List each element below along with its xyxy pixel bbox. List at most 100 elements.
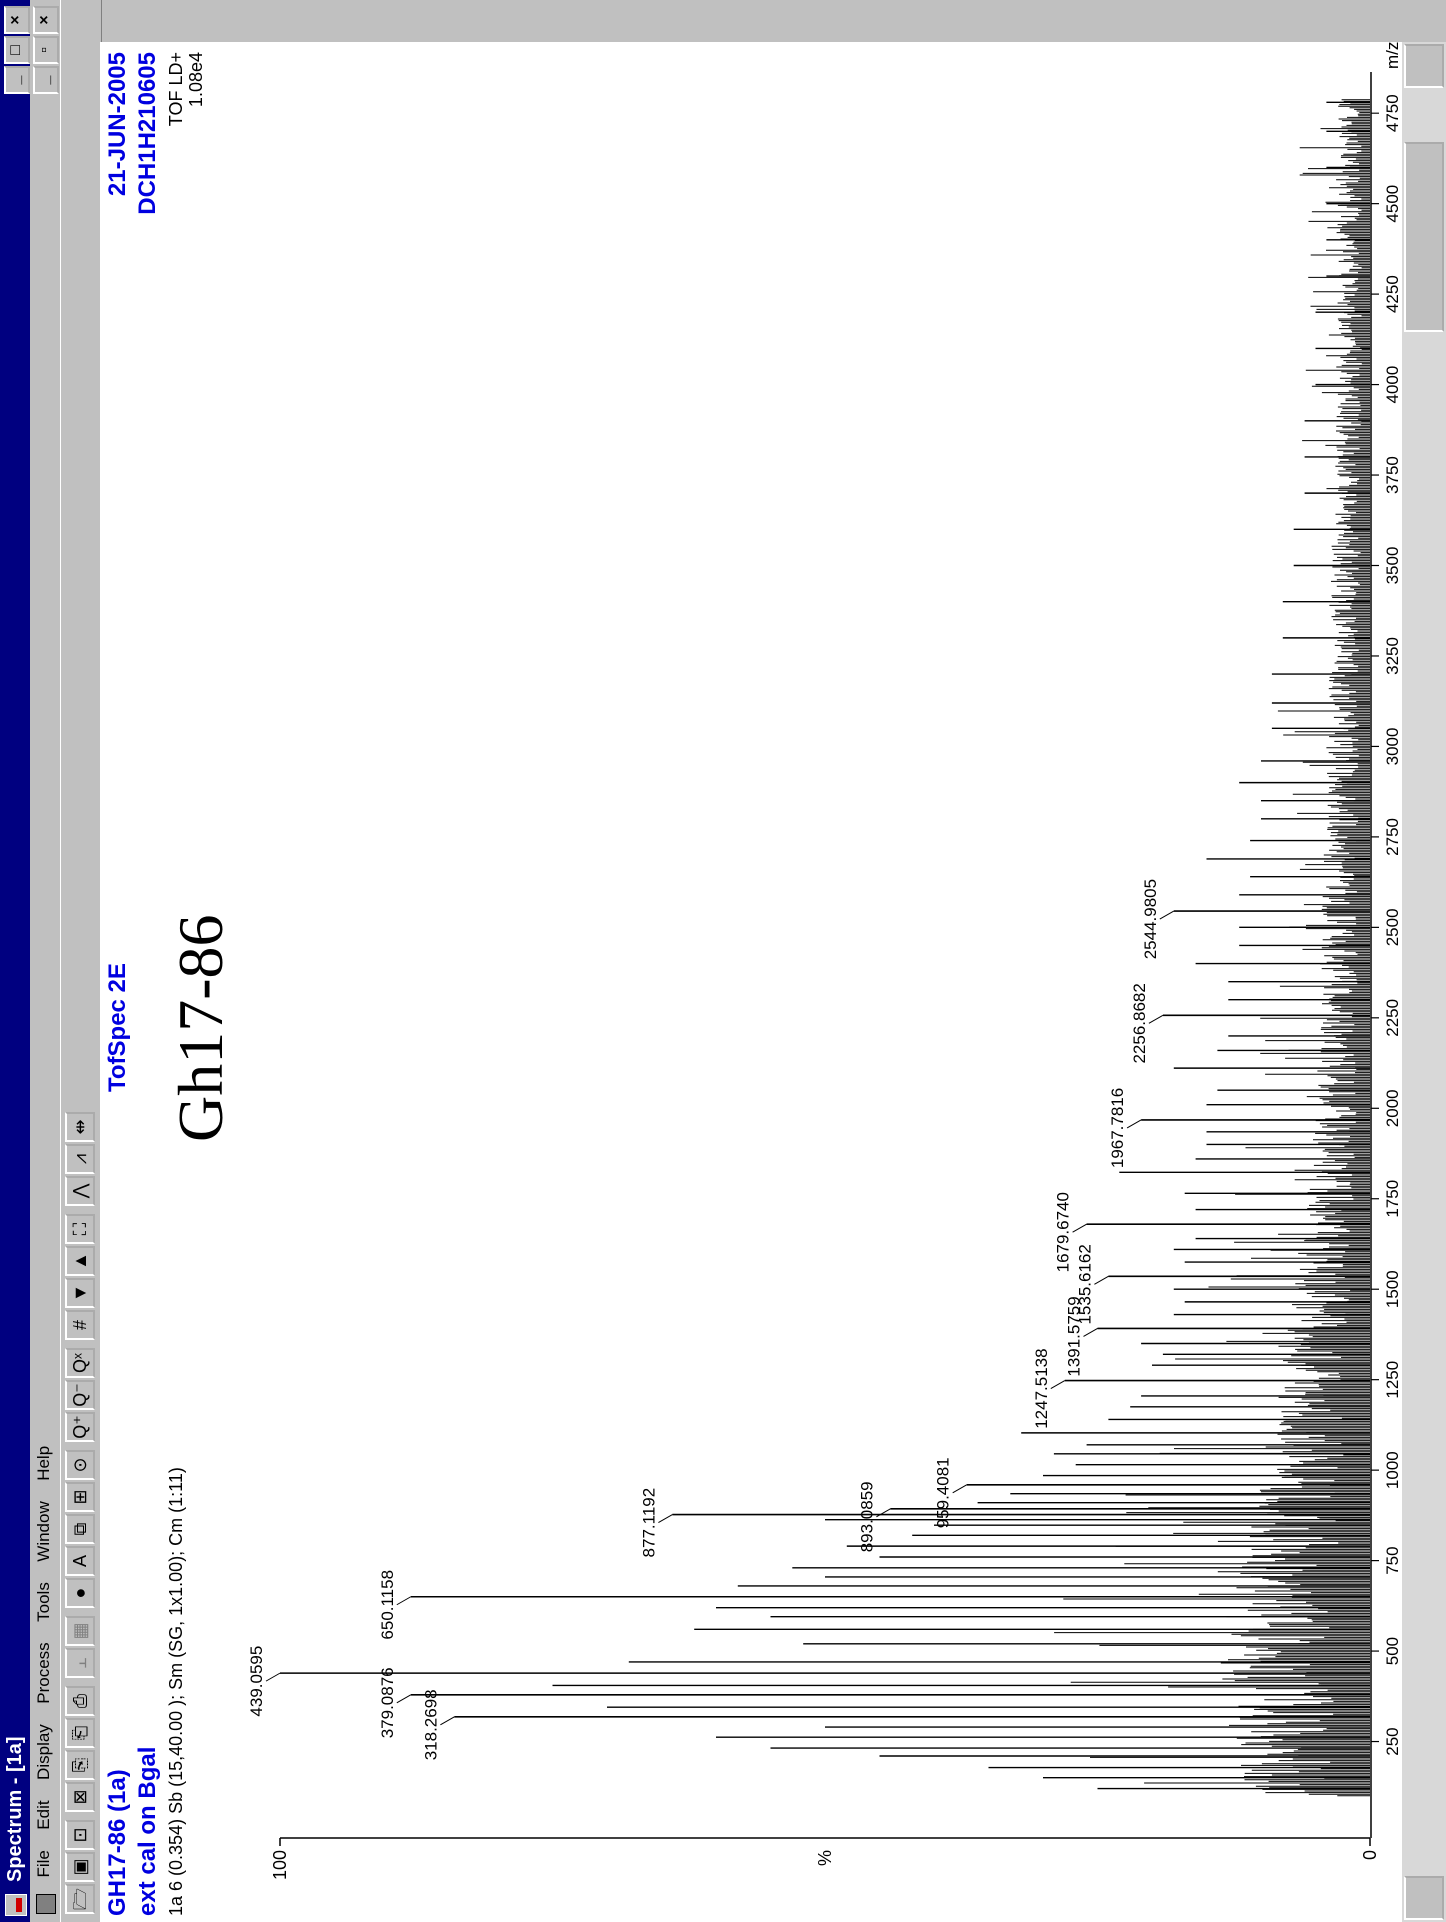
peak-label-11: 1967.7816	[1108, 1088, 1127, 1168]
document-icon[interactable]	[36, 1894, 56, 1914]
zoom-in-icon[interactable]: Q⁺	[65, 1412, 95, 1442]
peak-label-7: 1247.5138	[1032, 1348, 1051, 1428]
peak-leader-line-5	[876, 1508, 891, 1518]
peak-leader-line-4	[658, 1514, 673, 1524]
toolbar: 🗁 ▣ ⊡ ⊠ ⎘ ⎗ ⎙ ⫠ ▦ ● A ⧉ ⊞ ⊙ Q⁺ Q⁻ Qˣ # ▼ ▲ ⛶ ⋀ ⩘ ⇹	[60, 0, 102, 1922]
mdi-close-button[interactable]: ×	[33, 6, 59, 34]
bar-display-icon[interactable]: ⫠	[65, 1648, 95, 1678]
mdi-minimize-button[interactable]: _	[33, 66, 59, 94]
peak-leader-line-2	[265, 1672, 281, 1682]
x-tick-label-1500: 1500	[1383, 1270, 1402, 1308]
menu-bar: File Edit Display Process Tools Window H…	[30, 0, 60, 1922]
clock-icon[interactable]: ⊙	[65, 1450, 95, 1480]
map-icon[interactable]: ⊠	[65, 1782, 95, 1812]
x-tick-label-750: 750	[1383, 1546, 1402, 1574]
x-tick-label-2500: 2500	[1383, 908, 1402, 946]
x-tick-label-3250: 3250	[1383, 637, 1402, 675]
peak-label-1: 379.0876	[378, 1667, 397, 1738]
x-tick-label-4000: 4000	[1383, 366, 1402, 404]
new-window-icon[interactable]: ▣	[65, 1852, 95, 1882]
arrow-up-icon[interactable]: ▲	[65, 1246, 95, 1276]
peak-label-13: 2544.9805	[1141, 879, 1160, 959]
x-tick-label-4750: 4750	[1383, 94, 1402, 132]
copy-icon[interactable]: ⎘	[65, 1750, 95, 1780]
windows-icon[interactable]: ⧉	[65, 1514, 95, 1544]
print-icon[interactable]: ⎙	[65, 1686, 95, 1716]
x-tick-label-1250: 1250	[1383, 1361, 1402, 1399]
library-globe-icon[interactable]: ●	[65, 1578, 95, 1608]
y-axis-label: %	[815, 1850, 835, 1866]
app-icon[interactable]	[5, 1894, 27, 1916]
open-folder-icon[interactable]: 🗁	[65, 1884, 95, 1914]
x-tick-label-3500: 3500	[1383, 547, 1402, 585]
menu-process[interactable]: Process	[34, 1642, 53, 1704]
tree-icon[interactable]: ⊞	[65, 1482, 95, 1512]
spectrum-plot-pane: GH17-86 (1a) ext cal on Bgal 1a 6 (0.354…	[100, 42, 1446, 1922]
peak-leader-line-10	[1072, 1223, 1087, 1233]
peak-label-4: 877.1192	[639, 1488, 658, 1558]
peak-leader-line-11	[1126, 1119, 1142, 1129]
y-tick-label-0: 0	[1360, 1850, 1380, 1860]
x-tick-label-4500: 4500	[1383, 185, 1402, 223]
x-tick-label-3750: 3750	[1383, 456, 1402, 494]
center-icon[interactable]: ⩘	[65, 1144, 95, 1174]
peak-label-8: 1391.5759	[1065, 1296, 1084, 1376]
x-tick-label-4250: 4250	[1383, 275, 1402, 313]
spectrum-noise-trace	[1054, 99, 1370, 1797]
peak-leader-line-8	[1083, 1328, 1098, 1337]
peak-label-3: 650.1158	[378, 1570, 397, 1640]
menu-tools[interactable]: Tools	[34, 1582, 53, 1622]
title-bar[interactable]: Spectrum - [1a] _ □ ×	[0, 0, 30, 1922]
peak-leader-line-7	[1050, 1380, 1066, 1390]
x-tick-label-250: 250	[1383, 1727, 1402, 1755]
minimize-button[interactable]: _	[4, 66, 30, 94]
peak-leader-line-9	[1094, 1275, 1109, 1285]
chromatogram-icon[interactable]: ⊡	[65, 1820, 95, 1850]
scroll-left-button[interactable]	[1404, 1876, 1444, 1920]
smooth-icon[interactable]: ⋀	[65, 1176, 95, 1206]
peak-leader-line-3	[396, 1596, 412, 1606]
x-tick-label-1750: 1750	[1383, 1180, 1402, 1218]
y-tick-label-100: 100	[270, 1850, 290, 1880]
scrollbar-thumb[interactable]	[1404, 142, 1444, 332]
arrow-down-icon[interactable]: ▼	[65, 1278, 95, 1308]
peak-label-9: 1535.6162	[1075, 1244, 1094, 1324]
fit-icon[interactable]: ⛶	[65, 1214, 95, 1244]
scroll-right-button[interactable]	[1404, 44, 1444, 88]
spectrum-chart[interactable]: 100% 0 250 500 750 1000 1250 1500 1750 2000 2250 25…	[100, 42, 1402, 1922]
x-tick-label-2250: 2250	[1383, 999, 1402, 1037]
peak-label-10: 1679.6740	[1054, 1192, 1073, 1272]
copy-list-icon[interactable]: ⎗	[65, 1718, 95, 1748]
x-tick-label-1000: 1000	[1383, 1451, 1402, 1489]
x-tick-label-2000: 2000	[1383, 1089, 1402, 1127]
annotate-icon[interactable]: A	[65, 1546, 95, 1576]
peak-leader-line-12	[1148, 1014, 1164, 1024]
maximize-button[interactable]: □	[4, 36, 30, 64]
menu-help[interactable]: Help	[34, 1445, 53, 1481]
menu-window[interactable]: Window	[34, 1501, 53, 1562]
peak-label-icon[interactable]: #	[65, 1310, 95, 1340]
mdi-restore-button[interactable]: ▫	[33, 36, 59, 64]
peak-leader-line-1	[396, 1694, 412, 1704]
close-button[interactable]: ×	[4, 6, 30, 34]
peak-label-0: 318.2698	[421, 1689, 440, 1760]
peak-label-12: 2256.8682	[1130, 983, 1149, 1063]
integrate-icon[interactable]: ⇹	[65, 1112, 95, 1142]
menu-file[interactable]: File	[34, 1850, 53, 1878]
horizontal-scrollbar[interactable]	[1402, 42, 1446, 1922]
list-display-icon[interactable]: ▦	[65, 1616, 95, 1646]
x-axis-label: m/z	[1383, 42, 1402, 69]
x-tick-label-2750: 2750	[1383, 818, 1402, 856]
peak-label-5: 893.0859	[857, 1481, 876, 1552]
peak-leader-line-13	[1159, 910, 1175, 920]
zoom-out-icon[interactable]: Q⁻	[65, 1380, 95, 1410]
peak-label-2: 439.0595	[247, 1646, 266, 1717]
peak-leader-line-6	[952, 1484, 967, 1494]
menu-edit[interactable]: Edit	[34, 1800, 53, 1830]
window-title: Spectrum - [1a]	[4, 1736, 26, 1882]
menu-display[interactable]: Display	[34, 1724, 53, 1780]
zoom-reset-icon[interactable]: Qˣ	[65, 1348, 95, 1378]
x-tick-label-3000: 3000	[1383, 728, 1402, 766]
x-tick-label-500: 500	[1383, 1637, 1402, 1665]
